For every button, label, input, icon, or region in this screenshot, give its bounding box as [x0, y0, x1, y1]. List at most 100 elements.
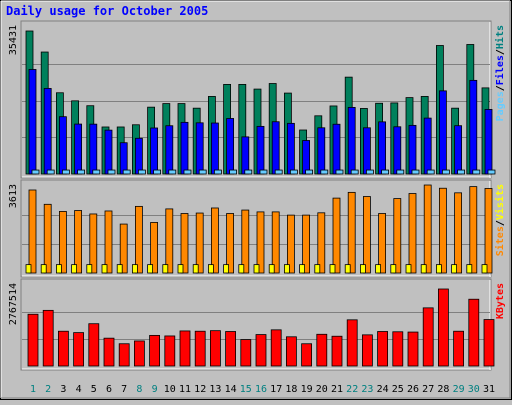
bar-pages — [62, 169, 70, 175]
bar-visits — [317, 212, 326, 274]
bar-sites — [451, 264, 458, 274]
bar-pages — [259, 169, 268, 175]
legend-part: KBytes — [495, 283, 506, 319]
bar-visits — [59, 211, 67, 274]
bar-visits — [362, 196, 371, 274]
legend-part: / — [495, 49, 506, 55]
bar-kbytes — [164, 335, 176, 367]
bar-kbytes — [361, 334, 373, 367]
bar-sites — [101, 264, 108, 274]
legend-part: Sites — [494, 226, 506, 256]
bar-files — [180, 121, 189, 175]
bar-files — [469, 79, 478, 175]
x-tick-label: 1 — [30, 384, 36, 395]
bar-files — [317, 127, 326, 175]
bar-files — [210, 122, 219, 175]
bar-kbytes — [58, 330, 69, 367]
bar-kbytes — [453, 330, 465, 367]
bar-kbytes — [285, 336, 297, 367]
bar-sites — [435, 264, 442, 274]
bar-pages — [381, 169, 390, 175]
bar-kbytes — [392, 331, 404, 367]
bar-kbytes — [179, 330, 191, 367]
bar-visits — [484, 188, 493, 274]
x-tick-label: 30 — [468, 384, 480, 395]
bar-files — [150, 127, 159, 175]
bar-pages — [107, 169, 116, 175]
bar-sites — [329, 264, 336, 274]
x-tick-label: 7 — [121, 384, 127, 395]
x-tick-label: 8 — [136, 384, 142, 395]
x-tick-label: 21 — [331, 384, 343, 395]
bar-kbytes — [377, 331, 389, 367]
bar-pages — [457, 169, 466, 175]
bar-kbytes — [422, 307, 434, 367]
bar-files — [438, 90, 447, 175]
bar-sites — [116, 264, 123, 274]
bar-sites — [71, 264, 77, 274]
bar-visits — [378, 213, 387, 274]
bar-sites — [86, 264, 93, 274]
bar-files — [302, 140, 311, 175]
bar-kbytes — [407, 331, 419, 367]
bar-files — [119, 142, 128, 175]
x-tick-label: 6 — [106, 384, 112, 395]
bar-sites — [162, 264, 169, 274]
bar-pages — [365, 169, 374, 175]
x-axis-labels: 1 2 3 4 5 6 7 8 9 10 11 12 13 14 15 16 17 18 19 20 21 22 23 24 2… — [30, 384, 495, 395]
bar-pages — [168, 169, 177, 175]
bar-kbytes — [88, 323, 100, 367]
bar-visits — [180, 213, 189, 274]
bar-pages — [77, 169, 85, 175]
bar-visits — [134, 205, 143, 274]
legend-label: KBytes — [495, 283, 506, 319]
bar-pages — [441, 169, 450, 175]
x-tick-label: 29 — [453, 384, 465, 395]
x-tick-label: 31 — [483, 384, 495, 395]
y-max-label: 2767514 — [8, 283, 19, 325]
bar-files — [271, 121, 280, 175]
bar-visits — [210, 207, 219, 274]
bar-files — [195, 122, 204, 175]
legend-part: / — [495, 85, 506, 91]
bar-visits — [454, 192, 463, 274]
bar-sites — [40, 264, 47, 274]
bar-files — [423, 117, 432, 175]
x-tick-label: 23 — [361, 384, 373, 395]
bar-kbytes — [468, 298, 480, 367]
bar-sites — [131, 264, 138, 274]
bar-pages — [426, 169, 435, 175]
bar-files — [74, 123, 82, 175]
bar-visits — [165, 208, 174, 274]
bar-files — [362, 127, 371, 175]
bar-pages — [305, 169, 314, 175]
x-tick-label: 24 — [377, 384, 389, 395]
legend-part: Visits — [494, 184, 506, 220]
bar-visits — [74, 210, 82, 274]
bar-pages — [320, 169, 329, 175]
bar-kbytes — [103, 337, 115, 367]
bar-pages — [46, 169, 55, 175]
bar-files — [408, 124, 417, 175]
bar-sites — [314, 264, 321, 274]
legend-part: Hits — [494, 25, 506, 49]
legend-label: Pages/Files/Hits — [494, 25, 506, 121]
bar-kbytes — [73, 332, 84, 367]
bar-sites — [192, 264, 199, 274]
bar-pages — [137, 169, 146, 175]
legend-label: Sites/Visits — [494, 184, 506, 256]
bar-visits — [28, 189, 37, 274]
panel-visits: 3613 Sites/Visits — [8, 179, 506, 278]
bar-pages — [335, 169, 344, 175]
x-tick-label: 22 — [346, 384, 358, 395]
bar-files — [484, 109, 493, 175]
bar-files — [393, 126, 402, 175]
bar-files — [89, 123, 98, 175]
x-tick-label: 26 — [407, 384, 419, 395]
bar-pages — [198, 169, 207, 175]
bar-visits — [226, 213, 235, 274]
bar-sites — [359, 264, 366, 274]
bar-pages — [31, 169, 40, 175]
bar-files — [286, 122, 295, 175]
